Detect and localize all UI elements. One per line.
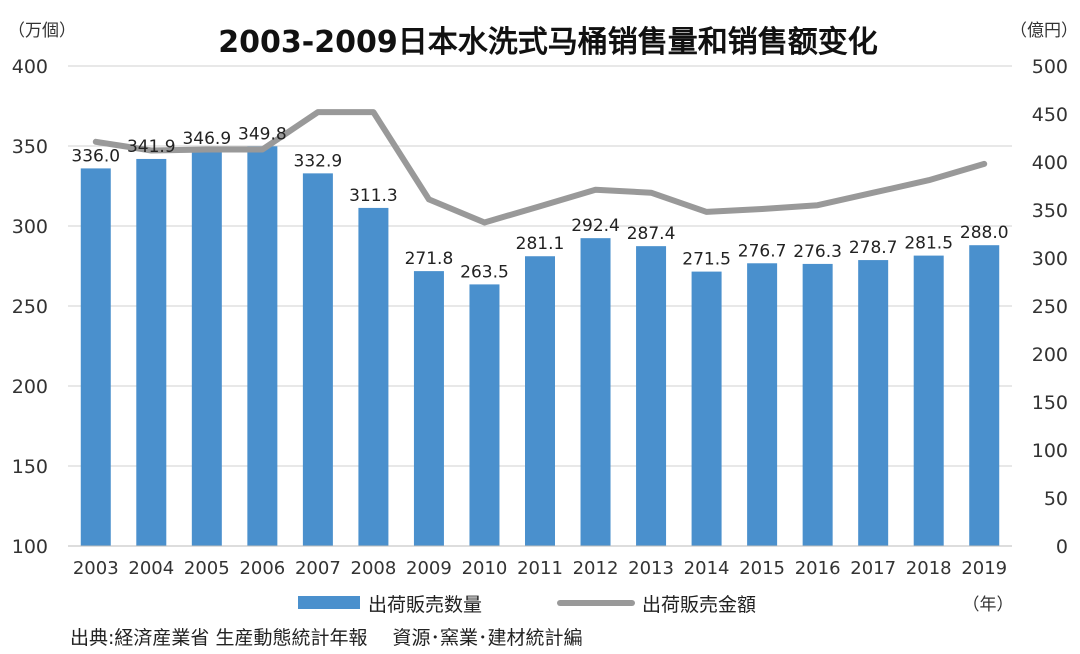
x-axis-tick-label: 2018 [906, 558, 952, 579]
bar-data-label: 271.8 [405, 249, 454, 269]
right-axis-tick-label: 450 [1032, 104, 1068, 126]
bar-data-label: 281.1 [516, 234, 565, 254]
bar-data-label: 276.7 [738, 241, 787, 261]
bar [691, 271, 722, 546]
bar-data-label: 287.4 [627, 224, 676, 244]
bar [469, 284, 500, 546]
right-axis-tick-label: 50 [1044, 488, 1068, 510]
bar-data-label: 276.3 [793, 242, 842, 262]
bar [636, 246, 667, 546]
bar [858, 260, 889, 546]
bar-data-label: 336.0 [71, 146, 120, 166]
bar [413, 271, 444, 546]
legend-swatch-bars [298, 596, 360, 609]
bar-data-label: 349.8 [238, 124, 287, 144]
x-axis-tick-label: 2013 [628, 558, 674, 579]
right-axis-tick-label: 300 [1032, 248, 1068, 270]
left-axis-tick-label: 100 [12, 536, 48, 558]
bar [191, 150, 222, 546]
right-axis-tick-label: 400 [1032, 152, 1068, 174]
left-axis-tick-label: 250 [12, 296, 48, 318]
x-axis-tick-label: 2009 [406, 558, 452, 579]
right-axis-tick-label: 200 [1032, 344, 1068, 366]
data-labels-layer: 336.0 341.9 346.9 349.8 332.9 311.3 271.8 263.5… [71, 124, 1008, 282]
x-axis-tick-label: 2008 [351, 558, 397, 579]
x-axis-tick-label: 2016 [795, 558, 841, 579]
x-axis-tick-label: 2010 [462, 558, 508, 579]
series-line [92, 109, 988, 226]
left-axis-tick-label: 150 [12, 456, 48, 478]
x-axis-tick-label: 2014 [684, 558, 730, 579]
left-axis-unit: （万個） [8, 21, 76, 41]
x-axis-unit: （年） [963, 595, 1014, 615]
right-axis-unit: （億円） [1010, 21, 1078, 41]
bar-data-label: 332.9 [294, 151, 343, 171]
bar-data-label: 346.9 [182, 129, 231, 149]
source-note: 出典:経済産業省 生産動態統計年報 資源･窯業･建材統計編 [70, 627, 582, 649]
right-axis-tick-label: 350 [1032, 200, 1068, 222]
right-axis-tick-label: 250 [1032, 296, 1068, 318]
x-axis-tick-label: 2006 [239, 558, 285, 579]
legend-label-line: 出荷販売金額 [642, 594, 756, 616]
bar [136, 158, 167, 546]
line-layer [92, 109, 988, 226]
bar [969, 245, 1000, 546]
right-axis-tick-label: 100 [1032, 440, 1068, 462]
bar [580, 238, 611, 546]
x-axis-tick-label: 2012 [573, 558, 619, 579]
bar-data-label: 288.0 [960, 223, 1009, 243]
left-axis-tick-label: 400 [12, 56, 48, 78]
x-axis-tick-label: 2011 [517, 558, 563, 579]
bar-data-label: 341.9 [127, 137, 176, 157]
left-axis-tick-label: 300 [12, 216, 48, 238]
bar-data-label: 278.7 [849, 238, 898, 258]
bars-layer [80, 146, 1000, 547]
bar [802, 263, 833, 546]
chart-title: 2003-2009日本水洗式马桶销售量和销售额变化 [218, 25, 877, 60]
x-axis-tick-label: 2003 [73, 558, 119, 579]
bar-data-label: 311.3 [349, 186, 398, 206]
legend: 出荷販売数量 出荷販売金額 [298, 594, 756, 616]
left-axis-tick-label: 350 [12, 136, 48, 158]
right-axis-tick-label: 500 [1032, 56, 1068, 78]
bar [247, 146, 278, 546]
bar [358, 207, 389, 547]
axis-layer: 100 150 200 250 300 350 400 0 50 100 150 200 250 300 3… [12, 56, 1068, 579]
bar [80, 168, 111, 546]
bar-data-label: 281.5 [904, 234, 953, 254]
bar [302, 173, 333, 547]
bar-data-label: 271.5 [682, 250, 731, 270]
bar-data-label: 263.5 [460, 262, 509, 282]
x-axis-tick-label: 2004 [128, 558, 174, 579]
left-axis-tick-label: 200 [12, 376, 48, 398]
x-axis-tick-label: 2017 [850, 558, 896, 579]
bar [913, 255, 944, 546]
right-axis-tick-label: 0 [1056, 536, 1068, 558]
x-axis-tick-label: 2005 [184, 558, 230, 579]
x-axis-tick-label: 2007 [295, 558, 341, 579]
bar [525, 256, 555, 546]
x-axis-tick-label: 2019 [961, 558, 1007, 579]
bar [747, 263, 778, 546]
bar-data-label: 292.4 [571, 216, 620, 236]
x-axis-tick-label: 2015 [739, 558, 785, 579]
right-axis-tick-label: 150 [1032, 392, 1068, 414]
legend-label-bars: 出荷販売数量 [368, 594, 482, 616]
